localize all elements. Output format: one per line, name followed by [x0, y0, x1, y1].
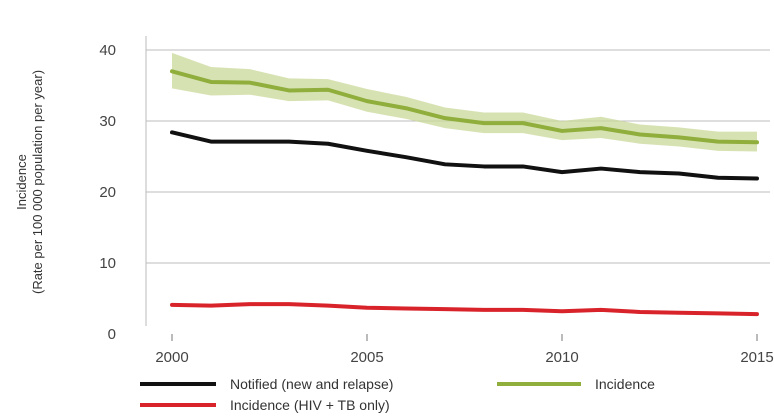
- x-tick-labels: 2000 2005 2010 2015: [155, 334, 774, 366]
- y-axis-title-line-2: (Rate per 100 000 population per year): [30, 70, 45, 294]
- x-tick-label: 2005: [350, 349, 383, 366]
- legend-label-hiv-tb: Incidence (HIV + TB only): [230, 397, 390, 413]
- y-axis-title-line-1: Incidence: [14, 154, 29, 210]
- y-tick-label: 10: [99, 255, 116, 272]
- y-axis-title: Incidence (Rate per 100 000 population p…: [14, 70, 45, 294]
- x-tick-label: 2015: [740, 349, 773, 366]
- x-tick-label: 2000: [155, 349, 188, 366]
- legend-label-incidence: Incidence: [595, 376, 655, 392]
- legend-label-notified: Notified (new and relapse): [230, 376, 393, 392]
- incidence-band-area: [172, 52, 757, 152]
- incidence-line: [170, 69, 759, 145]
- y-tick-labels: 0 10 20 30 40: [99, 42, 116, 343]
- legend: Notified (new and relapse) Incidence Inc…: [140, 376, 655, 413]
- x-tick-label: 2010: [545, 349, 578, 366]
- y-tick-label: 30: [99, 113, 116, 130]
- y-tick-label: 20: [99, 184, 116, 201]
- y-tick-label: 40: [99, 42, 116, 59]
- y-tick-label: 0: [108, 326, 116, 343]
- series-lines: [170, 69, 759, 317]
- incidence-uncertainty-band: [172, 52, 757, 152]
- hiv-tb-incidence-line: [170, 302, 759, 317]
- notified-line: [170, 130, 759, 181]
